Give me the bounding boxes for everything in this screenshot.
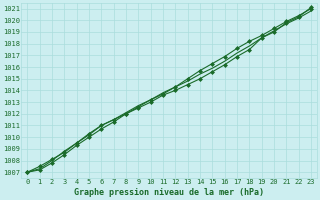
X-axis label: Graphe pression niveau de la mer (hPa): Graphe pression niveau de la mer (hPa) xyxy=(74,188,264,197)
